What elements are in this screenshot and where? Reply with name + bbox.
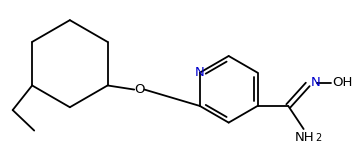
Text: N: N	[195, 66, 205, 79]
Text: OH: OH	[332, 76, 352, 89]
Text: 2: 2	[315, 133, 321, 143]
Text: N: N	[311, 76, 320, 89]
Text: NH: NH	[294, 131, 314, 144]
Text: O: O	[134, 83, 145, 96]
